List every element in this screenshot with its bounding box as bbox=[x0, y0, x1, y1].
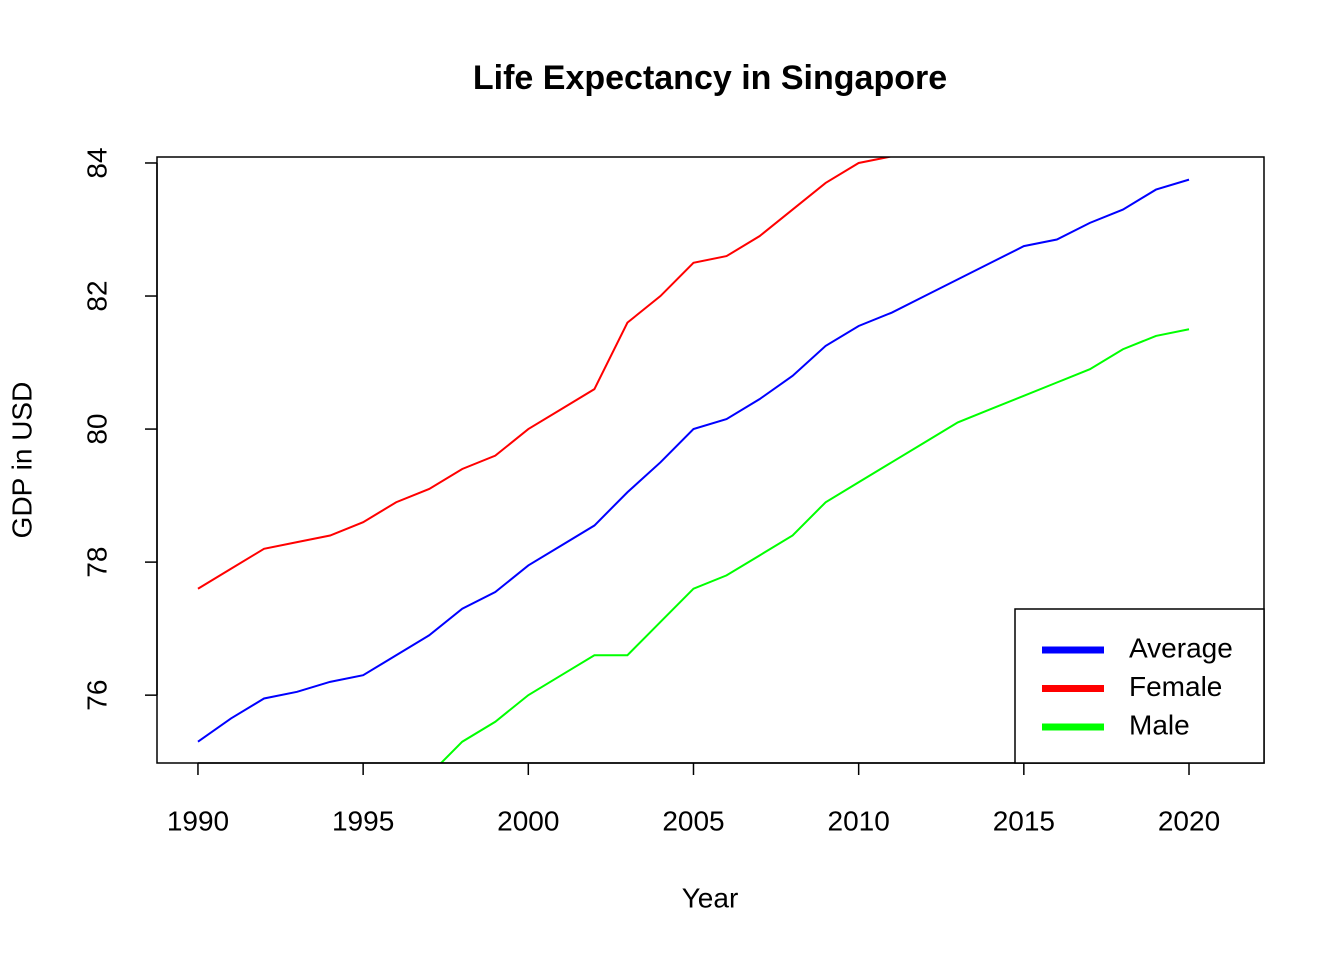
x-tick-label: 2010 bbox=[828, 805, 890, 836]
legend-label: Female bbox=[1129, 671, 1222, 702]
plot-lines bbox=[197, 157, 1190, 763]
x-tick-label: 1995 bbox=[332, 805, 394, 836]
chart-title: Life Expectancy in Singapore bbox=[473, 59, 947, 97]
x-tick-label: 2000 bbox=[497, 805, 559, 836]
x-tick-label: 2020 bbox=[1158, 805, 1220, 836]
y-tick-label: 82 bbox=[81, 280, 112, 311]
x-axis-label: Year bbox=[682, 882, 739, 913]
legend-label: Average bbox=[1129, 632, 1233, 663]
axes: 1990 1995 2000 2005 2010 2015 2020 76 78 80 82 84 bbox=[81, 147, 1220, 836]
y-axis-label: GDP in USD bbox=[6, 382, 37, 539]
x-tick-label: 2005 bbox=[662, 805, 724, 836]
y-tick-label: 80 bbox=[81, 413, 112, 444]
y-tick-label: 76 bbox=[81, 680, 112, 711]
series-line bbox=[197, 157, 893, 590]
series-line bbox=[197, 178, 1190, 743]
x-tick-label: 1990 bbox=[167, 805, 229, 836]
y-tick-label: 78 bbox=[81, 547, 112, 578]
legend: Average Female Male bbox=[1014, 608, 1265, 764]
y-tick-label: 84 bbox=[81, 147, 112, 178]
legend-label: Male bbox=[1129, 709, 1190, 740]
x-tick-label: 2015 bbox=[993, 805, 1055, 836]
series-line bbox=[439, 328, 1190, 763]
